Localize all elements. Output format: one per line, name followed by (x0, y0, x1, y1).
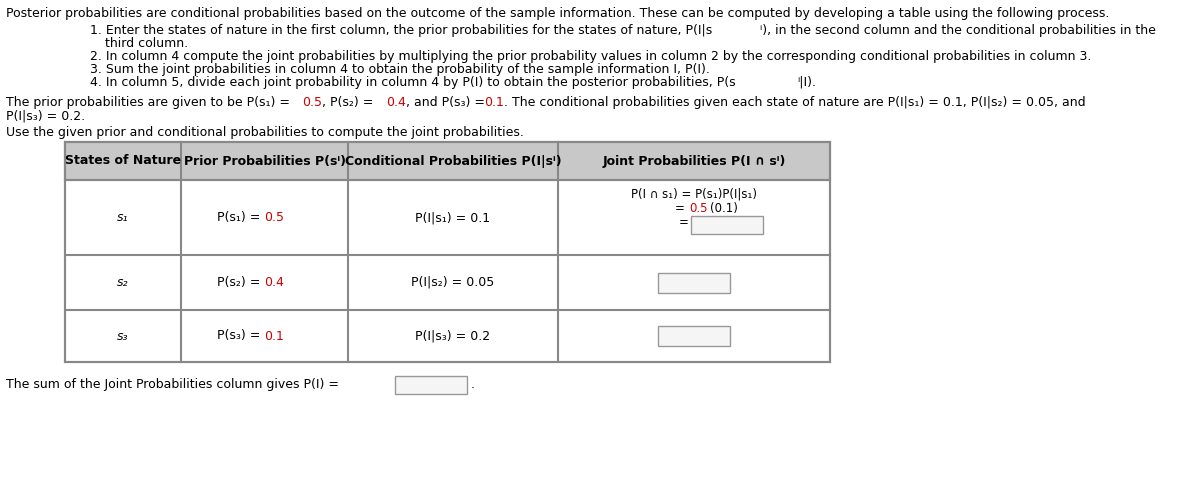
Text: P(I|s₁) = 0.1: P(I|s₁) = 0.1 (415, 211, 491, 224)
Text: P(I|s₃) = 0.2: P(I|s₃) = 0.2 (415, 330, 491, 342)
Text: P(I|s₃) = 0.2.: P(I|s₃) = 0.2. (6, 109, 85, 122)
Text: Posterior probabilities are conditional probabilities based on the outcome of th: Posterior probabilities are conditional … (6, 7, 1109, 20)
Text: P(I|s₂) = 0.05: P(I|s₂) = 0.05 (412, 276, 494, 289)
Text: States of Nature: States of Nature (65, 154, 181, 168)
Text: 0.1: 0.1 (264, 330, 284, 342)
Text: s₂: s₂ (118, 276, 128, 289)
Text: . The conditional probabilities given each state of nature are P(I|s₁) = 0.1, P(: . The conditional probabilities given ea… (504, 96, 1086, 109)
Text: , P(s₂) =: , P(s₂) = (322, 96, 377, 109)
Text: P(s₁) =: P(s₁) = (217, 211, 264, 224)
Text: third column.: third column. (106, 37, 188, 50)
Bar (691, 216, 763, 234)
Text: Joint Probabilities P(I ∩ sⁱ): Joint Probabilities P(I ∩ sⁱ) (602, 154, 786, 168)
Text: (0.1): (0.1) (710, 202, 738, 215)
Text: The prior probabilities are given to be P(s₁) =: The prior probabilities are given to be … (6, 96, 294, 109)
Bar (395, 376, 467, 394)
Text: 0.5: 0.5 (689, 202, 708, 215)
Text: 2. In column 4 compute the joint probabilities by multiplying the prior probabil: 2. In column 4 compute the joint probabi… (90, 50, 1091, 63)
Text: The sum of the Joint Probabilities column gives P(I) =: The sum of the Joint Probabilities colum… (6, 378, 343, 391)
Text: Use the given prior and conditional probabilities to compute the joint probabili: Use the given prior and conditional prob… (6, 126, 524, 139)
Text: =: = (679, 216, 689, 229)
Bar (658, 273, 730, 293)
Text: P(s₂) =: P(s₂) = (217, 276, 264, 289)
Text: 0.4: 0.4 (264, 276, 284, 289)
Text: ⁱ), in the second column and the conditional probabilities in the: ⁱ), in the second column and the conditi… (760, 24, 1156, 37)
Text: Conditional Probabilities P(I|sⁱ): Conditional Probabilities P(I|sⁱ) (344, 154, 562, 168)
Text: 0.5: 0.5 (302, 96, 322, 109)
Text: 4. In column 5, divide each joint probability in column 4 by P(I) to obtain the : 4. In column 5, divide each joint probab… (90, 76, 736, 89)
Text: =: = (676, 202, 689, 215)
Text: s₁: s₁ (118, 211, 128, 224)
Text: ⁱ|I).: ⁱ|I). (797, 76, 816, 89)
Text: 3. Sum the joint probabilities in column 4 to obtain the probability of the samp: 3. Sum the joint probabilities in column… (90, 63, 710, 76)
Text: 0.4: 0.4 (386, 96, 406, 109)
Bar (65, 142, 830, 180)
Text: Prior Probabilities P(sⁱ): Prior Probabilities P(sⁱ) (184, 154, 346, 168)
Text: , and P(s₃) =: , and P(s₃) = (406, 96, 490, 109)
Text: .: . (470, 378, 475, 391)
Text: P(s₃) =: P(s₃) = (217, 330, 264, 342)
Bar (65, 142, 830, 362)
Text: P(I ∩ s₁) = P(s₁)P(I|s₁): P(I ∩ s₁) = P(s₁)P(I|s₁) (631, 188, 757, 201)
Text: 1. Enter the states of nature in the first column, the prior probabilities for t: 1. Enter the states of nature in the fir… (90, 24, 713, 37)
Text: 0.5: 0.5 (264, 211, 284, 224)
Text: s₃: s₃ (118, 330, 128, 342)
Text: 0.1: 0.1 (484, 96, 504, 109)
Bar (658, 326, 730, 346)
